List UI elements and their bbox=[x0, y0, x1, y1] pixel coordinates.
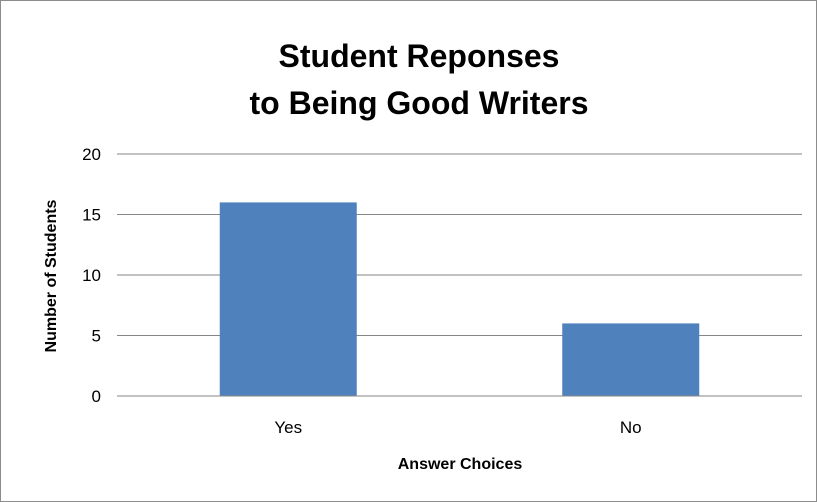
y-tick-label: 15 bbox=[82, 206, 101, 225]
y-axis-title: Number of Students bbox=[43, 199, 60, 352]
chart-title-line-2: to Being Good Writers bbox=[250, 85, 589, 121]
x-tick-labels: Yes No bbox=[274, 418, 641, 437]
y-tick-label: 0 bbox=[92, 387, 101, 406]
x-tick-label-yes: Yes bbox=[274, 418, 302, 437]
bar-no bbox=[562, 323, 700, 396]
y-tick-label: 5 bbox=[92, 327, 101, 346]
x-tick-label-no: No bbox=[620, 418, 642, 437]
bar-yes bbox=[219, 202, 357, 396]
y-tick-labels: 0 5 10 15 20 bbox=[82, 145, 101, 406]
bars bbox=[219, 202, 700, 396]
chart-title-line-1: Student Reponses bbox=[279, 38, 560, 74]
y-tick-label: 10 bbox=[82, 266, 101, 285]
x-axis-title: Answer Choices bbox=[398, 456, 523, 473]
y-tick-label: 20 bbox=[82, 145, 101, 164]
